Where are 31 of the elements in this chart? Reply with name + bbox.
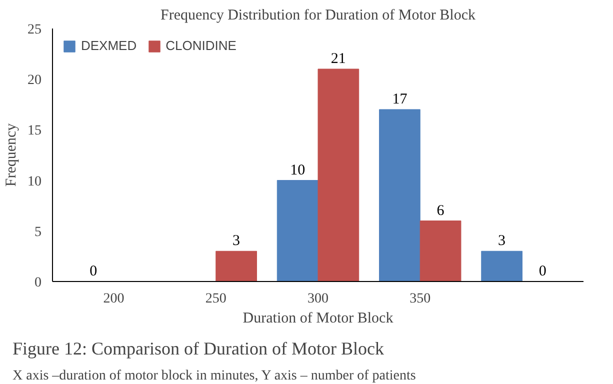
data-label: 0 — [90, 264, 98, 280]
bar — [216, 250, 257, 282]
data-label: 0 — [538, 264, 546, 280]
data-label: 10 — [290, 162, 306, 178]
y-axis-title: Frequency — [4, 122, 20, 187]
x-axis-title: Duration of Motor Block — [242, 310, 394, 326]
data-label: 3 — [498, 233, 506, 250]
data-label: 3 — [232, 233, 240, 250]
data-label: 6 — [436, 202, 445, 219]
y-tick-label: 20 — [28, 73, 42, 88]
y-tick-label: 5 — [34, 224, 42, 240]
bar — [420, 220, 462, 282]
bar — [318, 68, 360, 282]
y-tick-label: 10 — [28, 174, 42, 190]
y-tick-label: 25 — [28, 22, 42, 38]
x-tick-label: 350 — [410, 292, 431, 306]
x-tick-label: 300 — [308, 292, 328, 306]
legend-label: CLONIDINE — [166, 38, 236, 53]
chart-title: Frequency Distribution for Duration of Motor Block — [160, 8, 476, 24]
legend-label: DEXMED — [81, 38, 137, 53]
bar — [481, 250, 522, 282]
y-tick-label: 0 — [34, 276, 42, 290]
data-label: 21 — [330, 50, 346, 67]
data-label: 17 — [392, 91, 408, 108]
x-tick-label: 250 — [205, 292, 226, 306]
y-tick-label: 15 — [28, 124, 42, 139]
text: X axis –duration of motor block in minutes, Y axis – number of patients — [12, 368, 416, 384]
x-tick-label: 200 — [103, 292, 124, 306]
bar — [379, 109, 420, 282]
bar — [276, 180, 318, 282]
caption: Figure 12: Comparison of Duration of Motor Block — [12, 338, 384, 358]
